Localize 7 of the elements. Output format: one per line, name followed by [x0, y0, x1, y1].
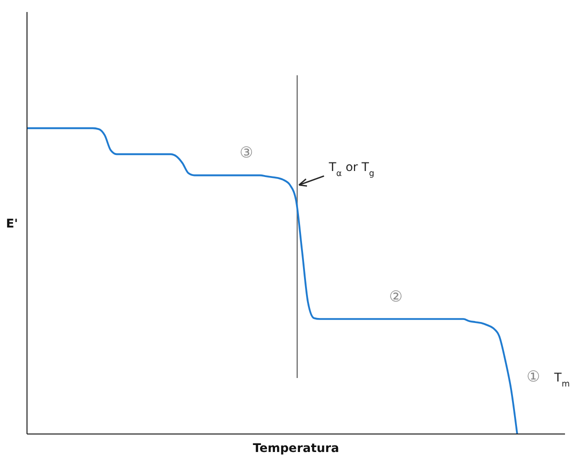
x-axis-title: Temperatura [252, 441, 340, 455]
annotation: ③ [240, 143, 254, 162]
annotation: ② [389, 288, 403, 306]
annotation: T$_{m}$ [553, 370, 570, 388]
annotation: ① [526, 367, 540, 386]
annotation: T$_{α}$ or T$_{g}$ [328, 160, 374, 178]
y-axis-title: E' [6, 216, 18, 230]
